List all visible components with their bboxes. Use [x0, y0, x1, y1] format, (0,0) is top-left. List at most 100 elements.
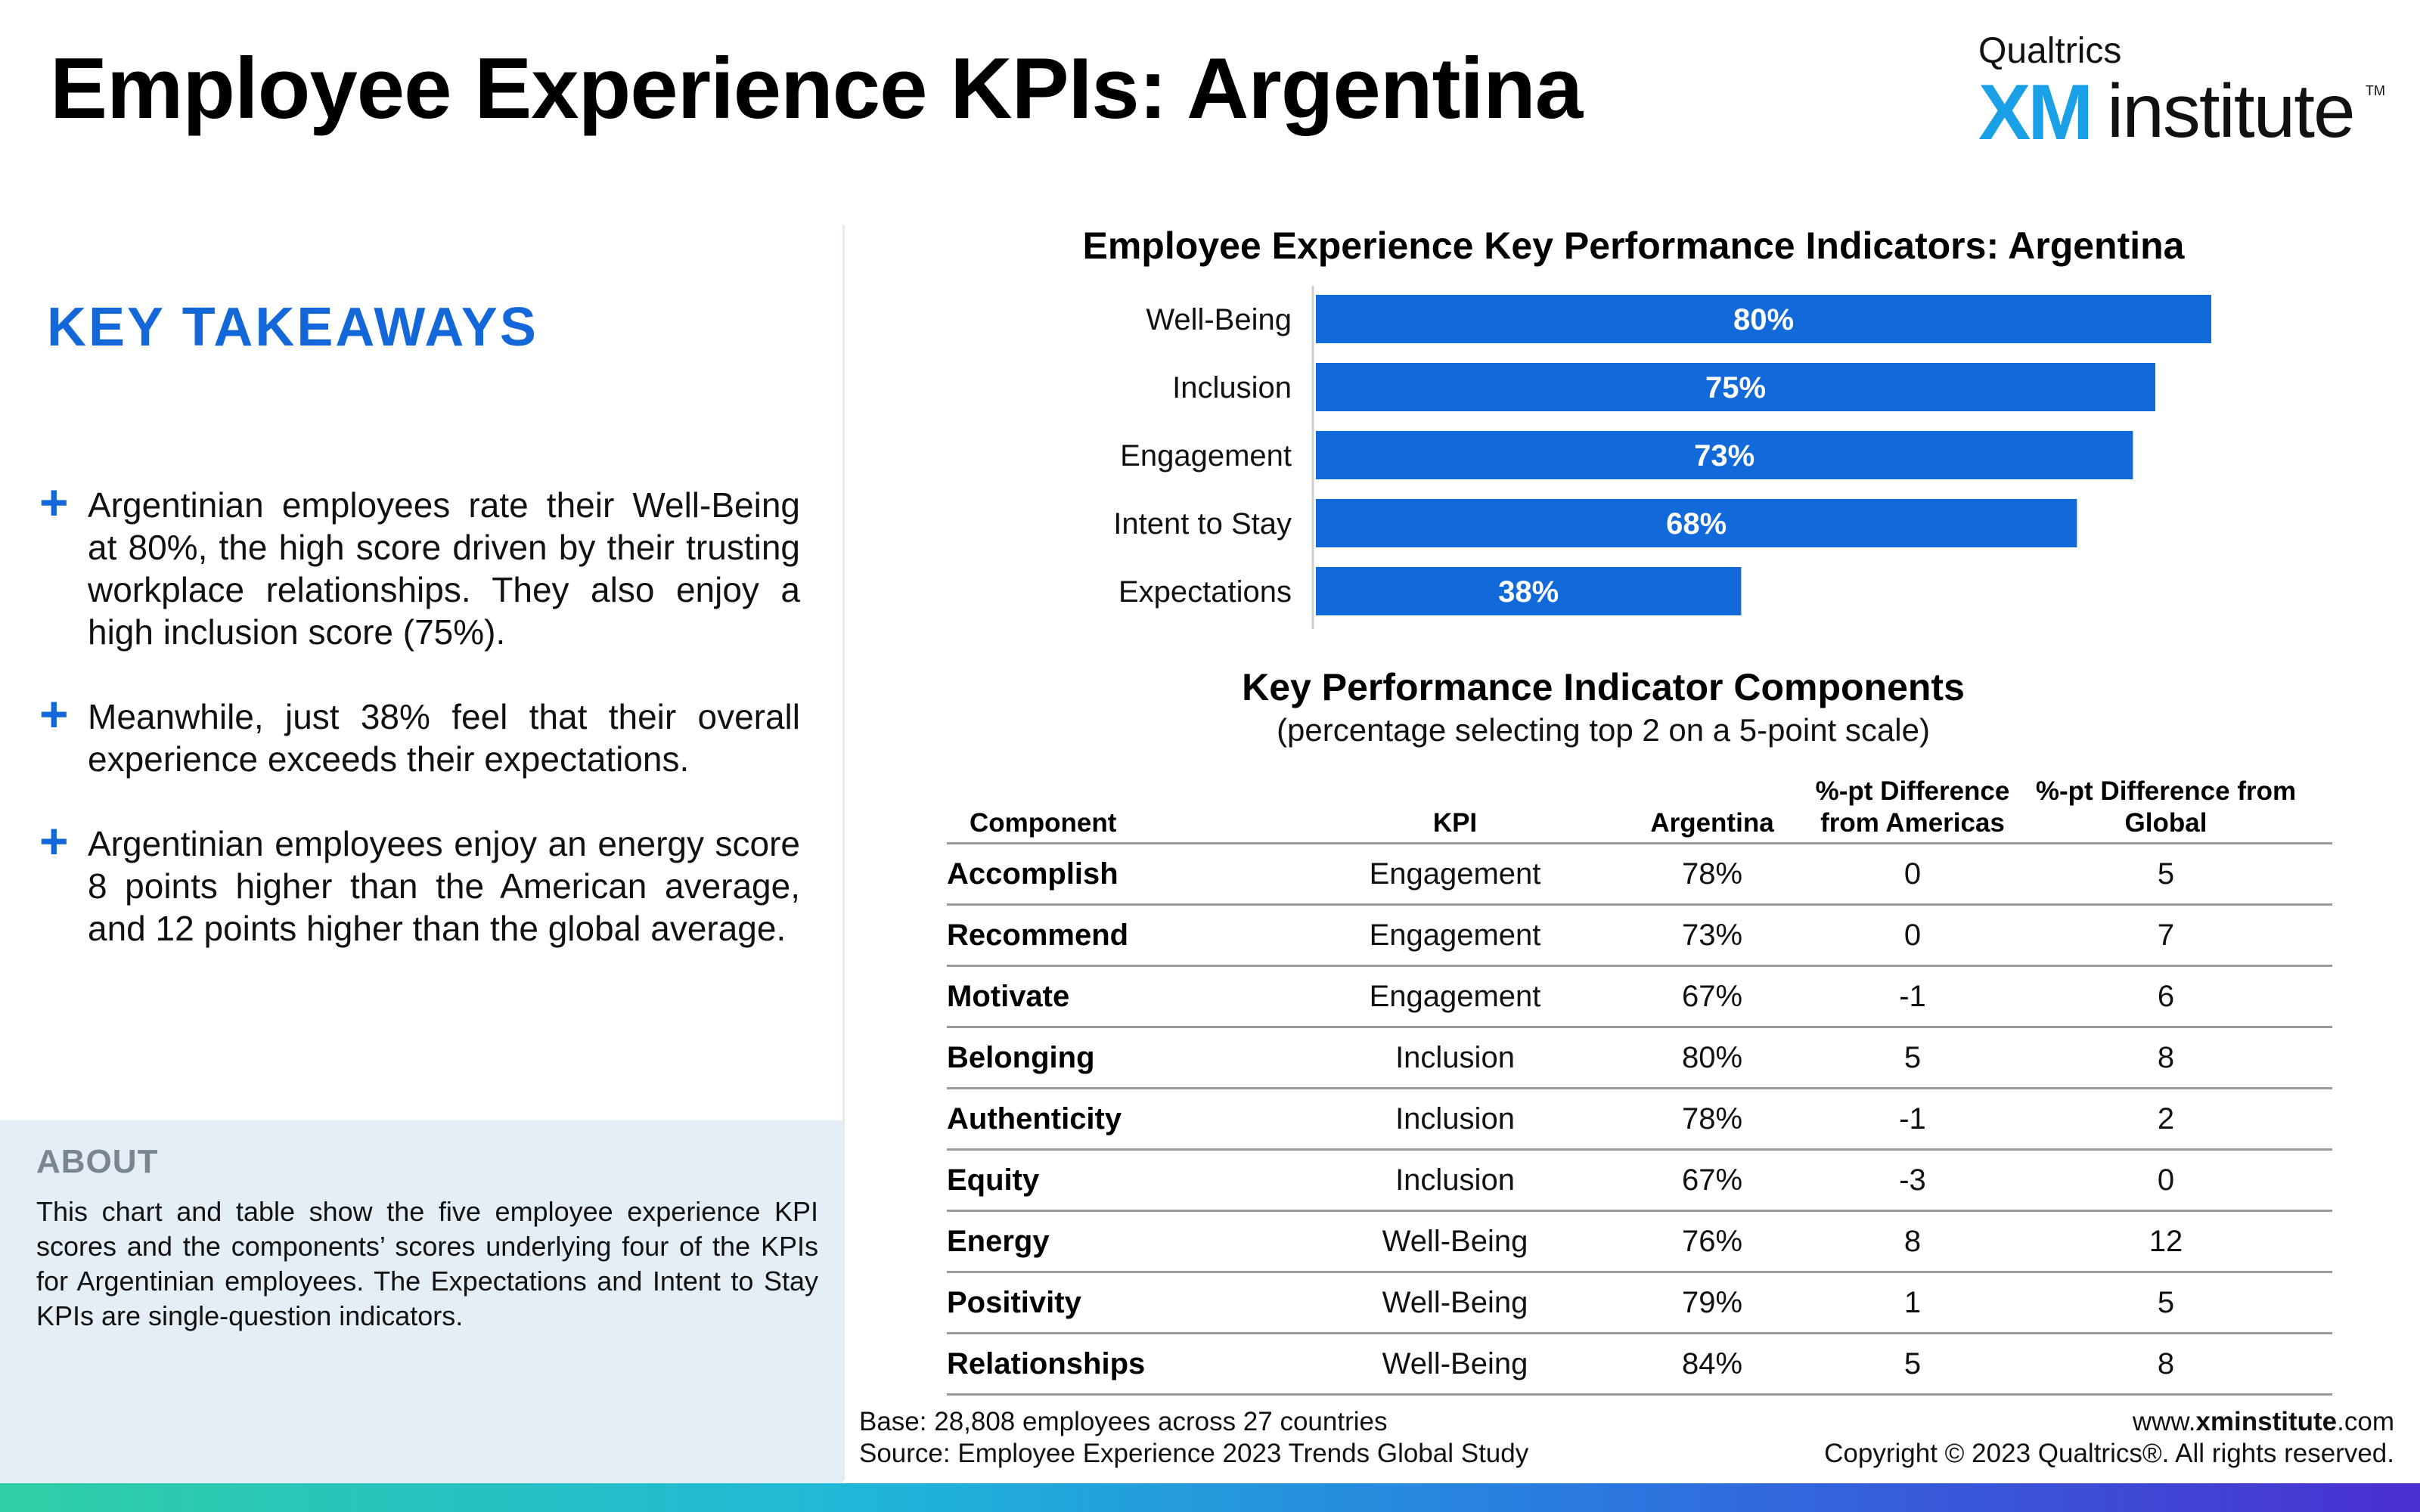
- plus-icon: +: [39, 813, 69, 869]
- bar: [1316, 295, 2211, 343]
- table-row: Motivate Engagement 67% -1 6: [947, 967, 2332, 1028]
- cell-component: Recommend: [947, 919, 1129, 952]
- cell-diff-americas: 8: [1903, 1225, 1922, 1258]
- bar-value-label: 80%: [1733, 303, 1794, 336]
- table-row: Accomplish Engagement 78% 0 5: [947, 844, 2332, 906]
- cell-diff-americas: 0: [1903, 919, 1922, 952]
- cell-component: Authenticity: [947, 1102, 1122, 1136]
- cell-diff-global: 5: [2157, 1286, 2175, 1319]
- xm-institute-logo: Qualtrics XM institute TM: [1978, 30, 2385, 156]
- table-header-row: Component KPI Argentina %-pt Difference …: [947, 773, 2332, 844]
- cell-diff-americas: -1: [1899, 980, 1926, 1013]
- bar: [1316, 567, 1742, 615]
- cell-diff-americas: -3: [1899, 1163, 1926, 1197]
- cell-argentina: 73%: [1681, 919, 1743, 952]
- key-takeaways-heading: KEY TAKEAWAYS: [47, 297, 538, 358]
- cell-kpi: Inclusion: [1395, 1102, 1515, 1136]
- takeaway-item: + Meanwhile, just 38% feel that their ov…: [39, 686, 800, 780]
- column-divider: [842, 225, 845, 1480]
- takeaway-text: Argentinian employees rate their Well-Be…: [88, 485, 800, 652]
- cell-diff-americas: 5: [1903, 1041, 1922, 1074]
- takeaways-list: + Argentinian employees rate their Well-…: [39, 474, 800, 992]
- table-row: Recommend Engagement 73% 0 7: [947, 906, 2332, 967]
- page-title: Employee Experience KPIs: Argentina: [50, 41, 1583, 137]
- bar: [1316, 499, 2077, 547]
- logo-institute-text: institute: [2107, 69, 2356, 153]
- site-suffix: .com: [2337, 1407, 2394, 1436]
- website-link[interactable]: www.xminstitute.com: [1824, 1406, 2394, 1438]
- cell-diff-americas: 0: [1903, 857, 1922, 891]
- cell-component: Accomplish: [947, 857, 1118, 891]
- about-heading: ABOUT: [36, 1143, 159, 1180]
- bar: [1316, 431, 2133, 479]
- header-argentina: Argentina: [1650, 808, 1774, 838]
- cell-component: Energy: [947, 1225, 1050, 1258]
- bar-category-label: Expectations: [1118, 575, 1292, 609]
- header-diff-global: %-pt Difference from Global: [2035, 776, 2297, 838]
- cell-argentina: 67%: [1681, 980, 1743, 1013]
- plus-icon: +: [39, 474, 69, 530]
- copyright-note: Copyright © 2023 Qualtrics®. All rights …: [1824, 1439, 2394, 1468]
- header-kpi: KPI: [1432, 808, 1478, 838]
- cell-diff-global: 8: [2157, 1041, 2175, 1074]
- cell-kpi: Well-Being: [1382, 1347, 1528, 1380]
- table-row: Belonging Inclusion 80% 5 8: [947, 1028, 2332, 1089]
- bar-category-label: Well-Being: [1146, 303, 1292, 336]
- takeaway-text: Argentinian employees enjoy an energy sc…: [88, 824, 800, 948]
- plus-icon: +: [39, 686, 69, 742]
- cell-component: Relationships: [947, 1347, 1146, 1380]
- cell-argentina: 78%: [1681, 1102, 1743, 1136]
- kpi-components-table: Component KPI Argentina %-pt Difference …: [947, 773, 2332, 1396]
- base-note: Base: 28,808 employees across 27 countri…: [859, 1407, 1388, 1436]
- bar-value-label: 38%: [1498, 575, 1559, 609]
- site-prefix: www.: [2132, 1407, 2196, 1436]
- takeaway-item: + Argentinian employees enjoy an energy …: [39, 813, 800, 950]
- site-name: xminstitute: [2195, 1407, 2338, 1436]
- header-diff-americas: %-pt Difference from Americas: [1815, 776, 2010, 838]
- cell-diff-global: 2: [2157, 1102, 2175, 1136]
- bottom-gradient-bar: [0, 1483, 2420, 1512]
- cell-kpi: Well-Being: [1382, 1225, 1528, 1258]
- cell-kpi: Inclusion: [1395, 1041, 1515, 1074]
- kpi-bar-chart: Employee Experience Key Performance Indi…: [1083, 225, 2211, 629]
- bar-value-label: 75%: [1705, 371, 1766, 404]
- logo-qualtrics-text: Qualtrics: [1978, 31, 2122, 71]
- cell-kpi: Well-Being: [1382, 1286, 1528, 1319]
- header-component: Component: [970, 808, 1117, 838]
- bar-value-label: 68%: [1666, 507, 1727, 541]
- table-subtitle: (percentage selecting top 2 on a 5-point…: [1277, 712, 1930, 748]
- cell-kpi: Inclusion: [1395, 1163, 1515, 1197]
- footer-notes: Base: 28,808 employees across 27 countri…: [859, 1406, 1528, 1470]
- table-body: Accomplish Engagement 78% 0 5 Recommend Engage…: [947, 844, 2332, 1396]
- cell-diff-americas: 1: [1903, 1286, 1922, 1319]
- table-row: Authenticity Inclusion 78% -1 2: [947, 1089, 2332, 1151]
- table-row: Relationships Well-Being 84% 5 8: [947, 1334, 2332, 1396]
- cell-diff-global: 12: [2149, 1225, 2183, 1258]
- cell-diff-americas: 5: [1903, 1347, 1922, 1380]
- table-title: Key Performance Indicator Components: [1242, 666, 1965, 708]
- about-panel: ABOUT This chart and table show the five…: [0, 1120, 842, 1483]
- cell-diff-americas: -1: [1899, 1102, 1926, 1136]
- table-row: Equity Inclusion 67% -3 0: [947, 1151, 2332, 1212]
- table-row: Positivity Well-Being 79% 1 5: [947, 1273, 2332, 1334]
- cell-argentina: 76%: [1681, 1225, 1743, 1258]
- cell-diff-global: 0: [2157, 1163, 2175, 1197]
- cell-component: Equity: [947, 1163, 1040, 1197]
- chart-title: Employee Experience Key Performance Indi…: [1083, 225, 2186, 267]
- logo-xm-text: XM: [1978, 69, 2093, 156]
- cell-argentina: 84%: [1681, 1347, 1743, 1380]
- cell-kpi: Engagement: [1369, 980, 1541, 1013]
- cell-argentina: 80%: [1681, 1041, 1743, 1074]
- cell-kpi: Engagement: [1369, 857, 1541, 891]
- cell-kpi: Engagement: [1369, 919, 1541, 952]
- cell-component: Belonging: [947, 1041, 1095, 1074]
- bar: [1316, 363, 2155, 411]
- cell-diff-global: 5: [2157, 857, 2175, 891]
- takeaway-text: Meanwhile, just 38% feel that their over…: [88, 697, 800, 779]
- cell-diff-global: 6: [2157, 980, 2175, 1013]
- bar-category-label: Inclusion: [1172, 371, 1292, 404]
- bar-category-label: Intent to Stay: [1113, 507, 1292, 541]
- cell-argentina: 79%: [1681, 1286, 1743, 1319]
- table-row: Energy Well-Being 76% 8 12: [947, 1212, 2332, 1273]
- cell-diff-global: 8: [2157, 1347, 2175, 1380]
